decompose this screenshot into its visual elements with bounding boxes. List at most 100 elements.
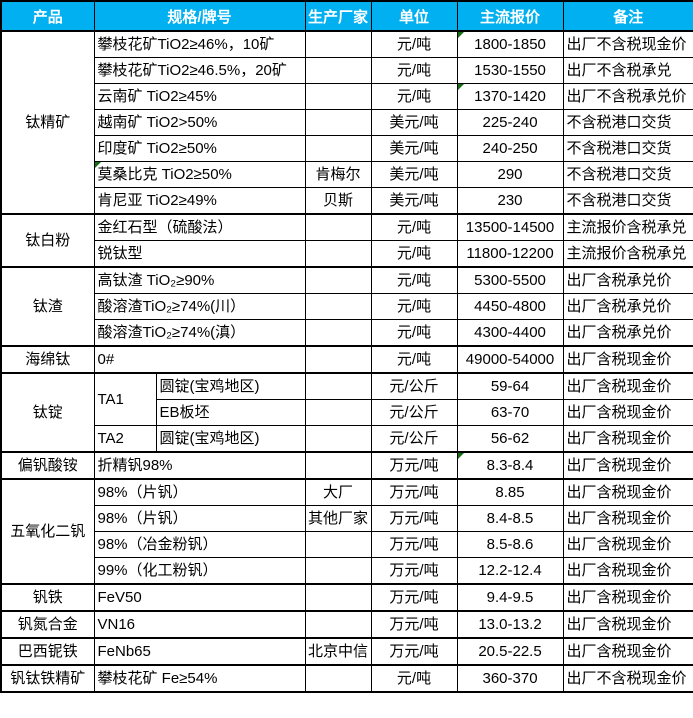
unit-cell: 元/公斤 [370, 425, 458, 453]
note-cell-text: 不含税港口交货 [566, 192, 672, 209]
note-cell-text: 出厂含税现金价 [566, 536, 672, 553]
spec-cell: EB板坯 [155, 399, 306, 426]
product-cell: 巴西铌铁 [0, 637, 95, 666]
product-cell: 海绵钛 [0, 345, 95, 374]
note-cell: 出厂不含税现金价 [562, 664, 693, 693]
table-row: 酸溶渣TiO₂≥74%(川） 元/吨 4450-4800 出厂含税承兑价 [1, 293, 693, 320]
note-cell-text: 主流报价含税承兑 [566, 245, 687, 262]
col-header-maker: 生产厂家 [304, 0, 372, 32]
spec-cell-text: 肯尼亚 TiO2≥49% [97, 192, 217, 209]
spec-cell-text: 攀枝花矿 Fe≥54% [97, 670, 218, 687]
note-cell-text: 出厂含税现金价 [566, 351, 672, 368]
spec-cell: 圆锭(宝鸡地区) [155, 425, 306, 453]
unit-cell: 元/吨 [370, 83, 458, 110]
table-row: 酸溶渣TiO₂≥74%(滇） 元/吨 4300-4400 出厂含税承兑价 [1, 319, 693, 347]
note-cell: 不含税港口交货 [562, 109, 693, 136]
product-cell-text: 钒钛铁精矿 [10, 670, 86, 687]
note-cell: 主流报价含税承兑 [562, 240, 693, 268]
spec-cell-text: 折精钒98% [97, 457, 173, 474]
note-cell: 出厂含税现金价 [562, 372, 693, 400]
unit-cell: 美元/吨 [370, 135, 458, 162]
price-cell-text: 4450-4800 [474, 298, 546, 315]
spec-cell: 攀枝花矿 Fe≥54% [93, 664, 306, 693]
unit-cell-text: 元/公斤 [389, 404, 439, 421]
price-cell: 1800-1850 [456, 30, 564, 58]
note-cell: 不含税港口交货 [562, 187, 693, 215]
note-cell-text: 出厂含税现金价 [566, 616, 672, 633]
price-cell: 59-64 [456, 372, 564, 400]
unit-cell-text: 万元/吨 [389, 484, 439, 501]
unit-cell: 万元/吨 [370, 505, 458, 532]
spec-cell-text: 越南矿 TiO2>50% [97, 114, 218, 131]
note-cell: 主流报价含税承兑 [562, 213, 693, 241]
spec-cell-text: 0# [97, 351, 115, 368]
maker-cell [304, 83, 372, 110]
table-row: 海绵钛 0# 元/吨 49000-54000 出厂含税现金价 [0, 345, 693, 374]
price-cell: 8.3-8.4 [456, 451, 564, 480]
unit-cell-text: 元/吨 [396, 272, 432, 289]
unit-cell: 元/吨 [370, 345, 458, 374]
note-cell-text: 不含税港口交货 [566, 166, 672, 183]
note-cell-text: 出厂含税现金价 [566, 562, 672, 579]
price-cell: 1530-1550 [456, 57, 564, 84]
spec-cell-text: 莫桑比克 TiO2≥50% [97, 166, 232, 183]
note-cell: 不含税港口交货 [562, 135, 693, 162]
price-cell-text: 56-62 [490, 430, 530, 447]
stored-as-text-flag-icon [95, 162, 101, 168]
unit-cell-text: 万元/吨 [389, 510, 439, 527]
unit-cell: 元/吨 [370, 319, 458, 347]
maker-cell [304, 109, 372, 136]
product-cell: 钛渣 [0, 266, 95, 347]
product-cell-text: 钛白粉 [25, 232, 71, 249]
price-cell-text: 11800-12200 [466, 245, 554, 262]
maker-cell [304, 57, 372, 84]
price-cell-text: 360-370 [482, 670, 538, 687]
table-row: 锐钛型 元/吨 11800-12200 主流报价含税承兑 [1, 240, 693, 268]
col-header-product: 产品 [0, 0, 95, 32]
price-table: 产品 规格/牌号 生产厂家 单位 主流报价 备注 钛精矿 攀枝花矿TiO2≥46%… [0, 0, 693, 693]
product-cell-text: 钛精矿 [25, 114, 71, 131]
table-row: 98%（片钒） 其他厂家 万元/吨 8.4-8.5 出厂含税现金价 [1, 505, 693, 532]
unit-cell: 元/吨 [370, 266, 458, 294]
table-row: 钒铁 FeV50 万元/吨 9.4-9.5 出厂含税现金价 [0, 583, 693, 612]
note-cell: 出厂含税承兑价 [562, 266, 693, 294]
unit-cell-text: 万元/吨 [389, 616, 439, 633]
unit-cell-text: 万元/吨 [389, 457, 439, 474]
table-row: TA2 圆锭(宝鸡地区) 元/公斤 56-62 出厂含税现金价 [1, 425, 693, 453]
unit-cell: 万元/吨 [370, 610, 458, 639]
price-cell-text: 8.85 [495, 484, 525, 501]
unit-cell: 万元/吨 [370, 478, 458, 506]
col-header-spec: 规格/牌号 [93, 0, 306, 32]
price-cell: 11800-12200 [456, 240, 564, 268]
note-cell: 出厂含税现金价 [562, 451, 693, 480]
spec-cell-text: 印度矿 TiO2≥50% [97, 140, 217, 157]
unit-cell: 万元/吨 [370, 451, 458, 480]
note-cell-text: 出厂含税现金价 [566, 404, 672, 421]
spec-cell-text: 高钛渣 TiO₂≥90% [97, 272, 215, 289]
maker-cell [304, 583, 372, 612]
note-cell-text: 不含税港口交货 [566, 140, 672, 157]
table-row: 钛锭 TA1 圆锭(宝鸡地区) 元/公斤 59-64 出厂含税现金价 [0, 372, 693, 453]
unit-cell: 美元/吨 [370, 161, 458, 188]
price-cell-text: 12.2-12.4 [478, 562, 542, 579]
spec-cell-text: 酸溶渣TiO₂≥74%(川） [97, 298, 246, 315]
table-row: 偏钒酸铵 折精钒98% 万元/吨 8.3-8.4 出厂含税现金价 [0, 451, 693, 480]
maker-cell [304, 213, 372, 241]
price-cell: 20.5-22.5 [456, 637, 564, 666]
note-cell: 出厂含税现金价 [562, 583, 693, 612]
price-cell-text: 9.4-9.5 [486, 589, 534, 606]
spec-cell: FeNb65 [93, 637, 306, 666]
price-cell-text: 8.3-8.4 [486, 457, 534, 474]
unit-cell: 万元/吨 [370, 531, 458, 558]
spec-cell: VN16 [93, 610, 306, 639]
unit-cell-text: 美元/吨 [389, 140, 439, 157]
price-cell: 4300-4400 [456, 319, 564, 347]
table-row: 钛白粉 金红石型（硫酸法） 元/吨 13500-14500 主流报价含税承兑 [0, 213, 693, 268]
price-cell-text: 63-70 [490, 404, 530, 421]
table-row: 钛渣 高钛渣 TiO₂≥90% 元/吨 5300-5500 出厂含税承兑价 [0, 266, 693, 347]
price-cell-text: 240-250 [482, 140, 538, 157]
product-cell: 五氧化二钒 [0, 478, 95, 585]
spec-cell-text: 圆锭(宝鸡地区) [159, 378, 260, 395]
table-row: 五氧化二钒 98%（片钒） 大厂 万元/吨 8.85 出厂含税现金价 [0, 478, 693, 585]
col-header-price: 主流报价 [456, 0, 564, 32]
